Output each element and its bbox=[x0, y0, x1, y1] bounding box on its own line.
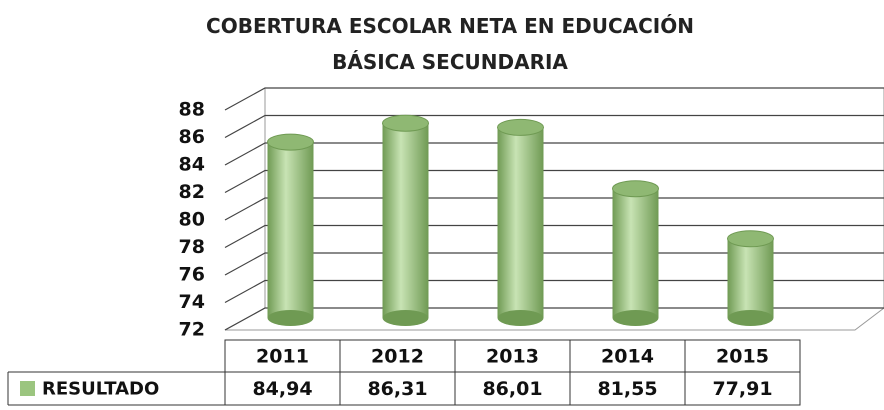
cylinder bbox=[727, 230, 774, 326]
grid-line bbox=[224, 307, 884, 331]
grid-line bbox=[224, 197, 884, 221]
grid-line bbox=[224, 87, 884, 111]
grid-line bbox=[224, 169, 884, 194]
cylinder bbox=[612, 180, 659, 326]
x-tick-label: 2011 bbox=[256, 346, 309, 368]
value-label: 81,55 bbox=[597, 378, 657, 400]
y-tick-label: 72 bbox=[179, 319, 205, 341]
grid-line bbox=[224, 224, 884, 249]
value-label: 84,94 bbox=[252, 378, 312, 400]
grid-line bbox=[224, 252, 884, 276]
grid-line bbox=[224, 114, 884, 139]
legend-label: RESULTADO bbox=[42, 379, 159, 400]
value-label: 86,31 bbox=[367, 378, 427, 400]
y-tick-label: 84 bbox=[179, 154, 205, 176]
cylinder bbox=[382, 114, 429, 326]
y-tick-label: 78 bbox=[179, 236, 205, 258]
cylinder bbox=[267, 133, 314, 326]
legend-swatch bbox=[20, 381, 35, 396]
cylinder bbox=[497, 118, 544, 326]
floor bbox=[224, 307, 884, 331]
y-tick-label: 86 bbox=[179, 126, 205, 148]
y-tick-label: 74 bbox=[179, 291, 205, 313]
x-tick-label: 2013 bbox=[486, 346, 539, 368]
y-tick-label: 88 bbox=[179, 99, 205, 121]
x-tick-label: 2012 bbox=[371, 346, 424, 368]
y-tick-label: 82 bbox=[179, 181, 205, 203]
x-tick-label: 2015 bbox=[716, 346, 769, 368]
y-tick-label: 80 bbox=[179, 209, 205, 231]
grid-line bbox=[224, 279, 884, 304]
value-label: 77,91 bbox=[712, 378, 772, 400]
value-label: 86,01 bbox=[482, 378, 542, 400]
grid-line bbox=[224, 142, 884, 166]
x-tick-label: 2014 bbox=[601, 346, 654, 368]
y-tick-label: 76 bbox=[179, 264, 205, 286]
chart-title: COBERTURA ESCOLAR NETA EN EDUCACIÓN BÁSI… bbox=[206, 14, 694, 74]
